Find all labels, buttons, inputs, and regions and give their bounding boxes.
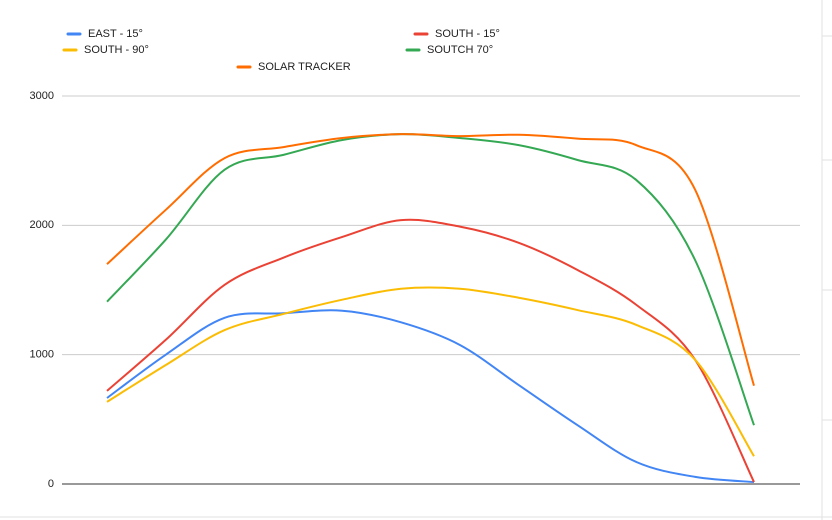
legend-label: SOUTH - 90° bbox=[84, 44, 149, 56]
series-line bbox=[106, 133, 755, 426]
legend-label: SOLAR TRACKER bbox=[258, 61, 351, 73]
y-tick-label: 2000 bbox=[30, 219, 54, 231]
series-line bbox=[106, 309, 755, 484]
legend-label: SOUTH - 15° bbox=[435, 28, 500, 40]
series-line bbox=[106, 218, 755, 483]
y-tick-label: 0 bbox=[48, 478, 54, 490]
series-line bbox=[106, 286, 755, 457]
series-line bbox=[106, 133, 755, 386]
y-tick-label: 3000 bbox=[30, 90, 54, 102]
y-tick-label: 1000 bbox=[30, 349, 54, 361]
legend-label: EAST - 15° bbox=[88, 28, 143, 40]
legend-label: SOUTCH 70° bbox=[427, 44, 493, 56]
